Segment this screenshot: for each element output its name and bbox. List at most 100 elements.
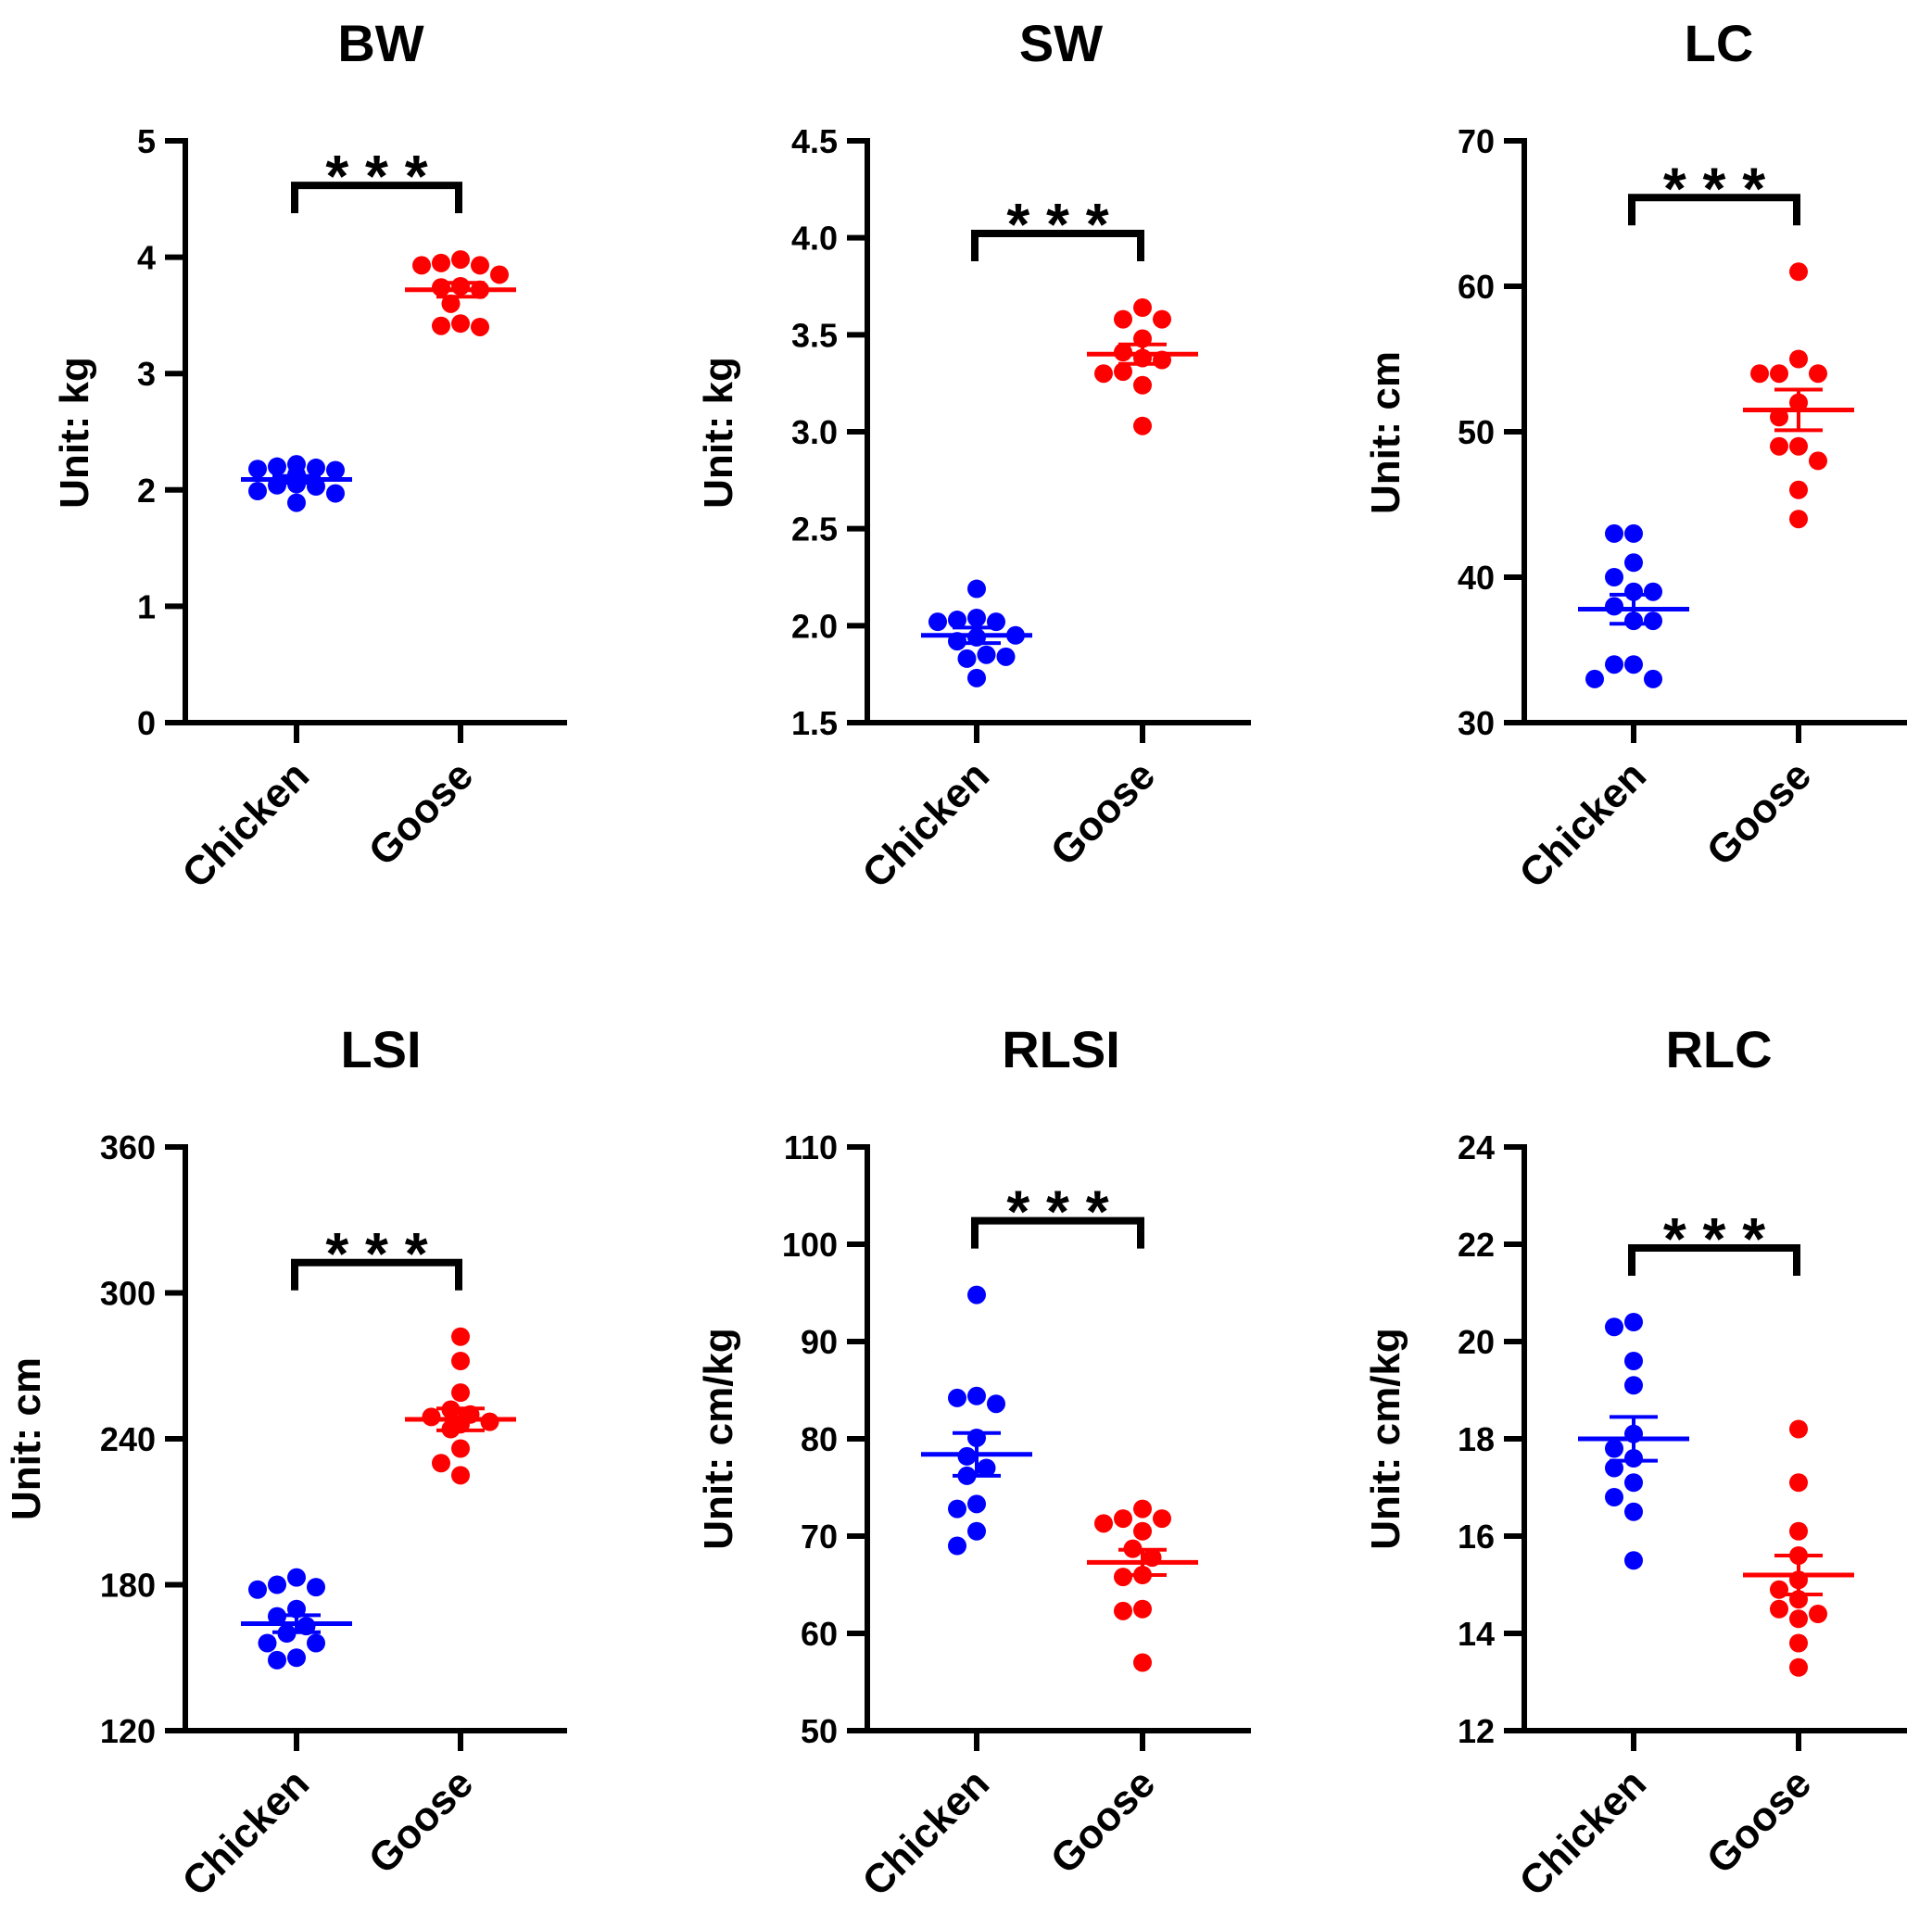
- significance-stars: * * *: [1663, 1205, 1765, 1272]
- y-tick-label: 3: [137, 355, 156, 393]
- y-tick-label: 4.0: [791, 220, 838, 258]
- data-point: [948, 1536, 966, 1556]
- data-point: [307, 458, 325, 477]
- y-tick-label: 2.5: [791, 510, 838, 548]
- data-point: [1789, 1521, 1808, 1541]
- data-point: [1789, 1419, 1808, 1439]
- y-tick-label: 60: [801, 1615, 838, 1653]
- data-point: [1133, 1599, 1152, 1619]
- data-point: [1133, 416, 1152, 435]
- data-point: [1605, 568, 1623, 586]
- series-goose: [405, 250, 516, 336]
- series-chicken: [921, 579, 1032, 687]
- y-tick-label: 18: [1458, 1420, 1495, 1458]
- series-chicken: [241, 455, 352, 512]
- data-point: [1133, 375, 1152, 395]
- y-tick-label: 70: [1458, 122, 1495, 160]
- y-tick-label: 2.0: [791, 607, 838, 645]
- data-point: [490, 265, 509, 284]
- x-tick-label-chicken: Chicken: [173, 1760, 318, 1905]
- chart-title: LSI: [340, 1020, 421, 1078]
- significance-stars: * * *: [325, 1220, 427, 1287]
- significance-bracket: [1628, 194, 1800, 226]
- data-point: [1644, 582, 1662, 601]
- significance-stars: * * *: [325, 143, 427, 209]
- y-tick-label: 50: [1458, 413, 1495, 451]
- data-point: [1789, 480, 1808, 499]
- chart-title: SW: [1019, 14, 1103, 72]
- data-point: [326, 460, 345, 480]
- data-point: [451, 1383, 470, 1403]
- data-point: [1789, 510, 1808, 529]
- data-point: [1789, 1633, 1808, 1653]
- y-tick-label: 120: [100, 1712, 156, 1750]
- data-point: [248, 460, 267, 479]
- data-point: [1789, 436, 1808, 456]
- y-axis-label: Unit: cm: [1363, 351, 1408, 514]
- data-point: [1585, 669, 1604, 688]
- data-point: [1114, 309, 1132, 329]
- significance-bracket: [1628, 1244, 1800, 1276]
- significance-stars: * * *: [1006, 191, 1108, 258]
- y-tick-label: 110: [784, 1128, 838, 1166]
- data-point: [967, 608, 986, 627]
- y-tick-label: 4.5: [791, 122, 838, 160]
- data-point: [1094, 1514, 1113, 1533]
- data-point: [1114, 1601, 1132, 1620]
- data-point: [1605, 1488, 1623, 1506]
- x-tick-label-goose: Goose: [1042, 752, 1164, 874]
- y-tick-label: 360: [100, 1128, 156, 1166]
- data-point: [451, 1466, 470, 1485]
- data-point: [1094, 364, 1113, 384]
- data-point: [287, 1648, 306, 1668]
- y-tick-label: 3.0: [791, 413, 838, 451]
- y-tick-label: 90: [801, 1323, 838, 1361]
- x-tick-label-goose: Goose: [1698, 1760, 1820, 1882]
- series-goose: [1087, 298, 1198, 435]
- y-tick-label: 14: [1458, 1615, 1495, 1653]
- panel-lc: LC Unit: cm 30 40 50 60 70 Chicken Goose * * *: [1363, 14, 1907, 897]
- y-tick-label: 100: [782, 1226, 838, 1264]
- data-point: [1114, 362, 1132, 382]
- series-goose: [405, 1327, 516, 1485]
- series-goose: [1743, 1419, 1854, 1677]
- chart-title: RLSI: [1002, 1020, 1120, 1078]
- data-point: [1789, 1609, 1808, 1629]
- data-point: [1114, 1509, 1132, 1529]
- series-goose: [1743, 262, 1854, 529]
- data-point: [441, 294, 461, 313]
- data-point: [1789, 1473, 1808, 1493]
- y-tick-label: 2: [137, 472, 156, 510]
- data-point: [967, 1386, 986, 1405]
- significance-stars: * * *: [1006, 1178, 1108, 1245]
- data-point: [1624, 1352, 1643, 1370]
- data-point: [1605, 597, 1623, 616]
- data-point: [451, 314, 470, 334]
- x-tick-label-chicken: Chicken: [1510, 752, 1655, 897]
- data-point: [258, 1633, 277, 1653]
- data-point: [451, 1327, 470, 1346]
- y-tick-label: 30: [1458, 704, 1495, 742]
- data-point: [1624, 553, 1643, 573]
- significance-bracket: [971, 230, 1144, 262]
- data-point: [422, 1407, 441, 1427]
- data-point: [268, 1575, 286, 1594]
- y-axis-label: Unit: cm/kg: [696, 1328, 741, 1550]
- data-point: [957, 649, 977, 668]
- data-point: [1153, 1509, 1171, 1529]
- significance-bracket: [291, 1258, 462, 1291]
- significance-bracket: [291, 182, 462, 214]
- chart-title: RLC: [1665, 1020, 1772, 1078]
- data-point: [248, 1580, 267, 1599]
- data-point: [967, 579, 986, 599]
- series-chicken: [921, 1285, 1032, 1556]
- panel-lsi: LSI Unit: cm 120 180 240 300 360 Chicken Goose * …: [4, 1020, 567, 1905]
- data-point: [1605, 1317, 1623, 1337]
- data-point: [948, 611, 966, 630]
- data-point: [432, 1454, 450, 1473]
- x-tick-label-chicken: Chicken: [853, 752, 998, 897]
- data-point: [326, 484, 345, 503]
- y-tick-label: 1: [137, 587, 156, 625]
- data-point: [1770, 364, 1788, 384]
